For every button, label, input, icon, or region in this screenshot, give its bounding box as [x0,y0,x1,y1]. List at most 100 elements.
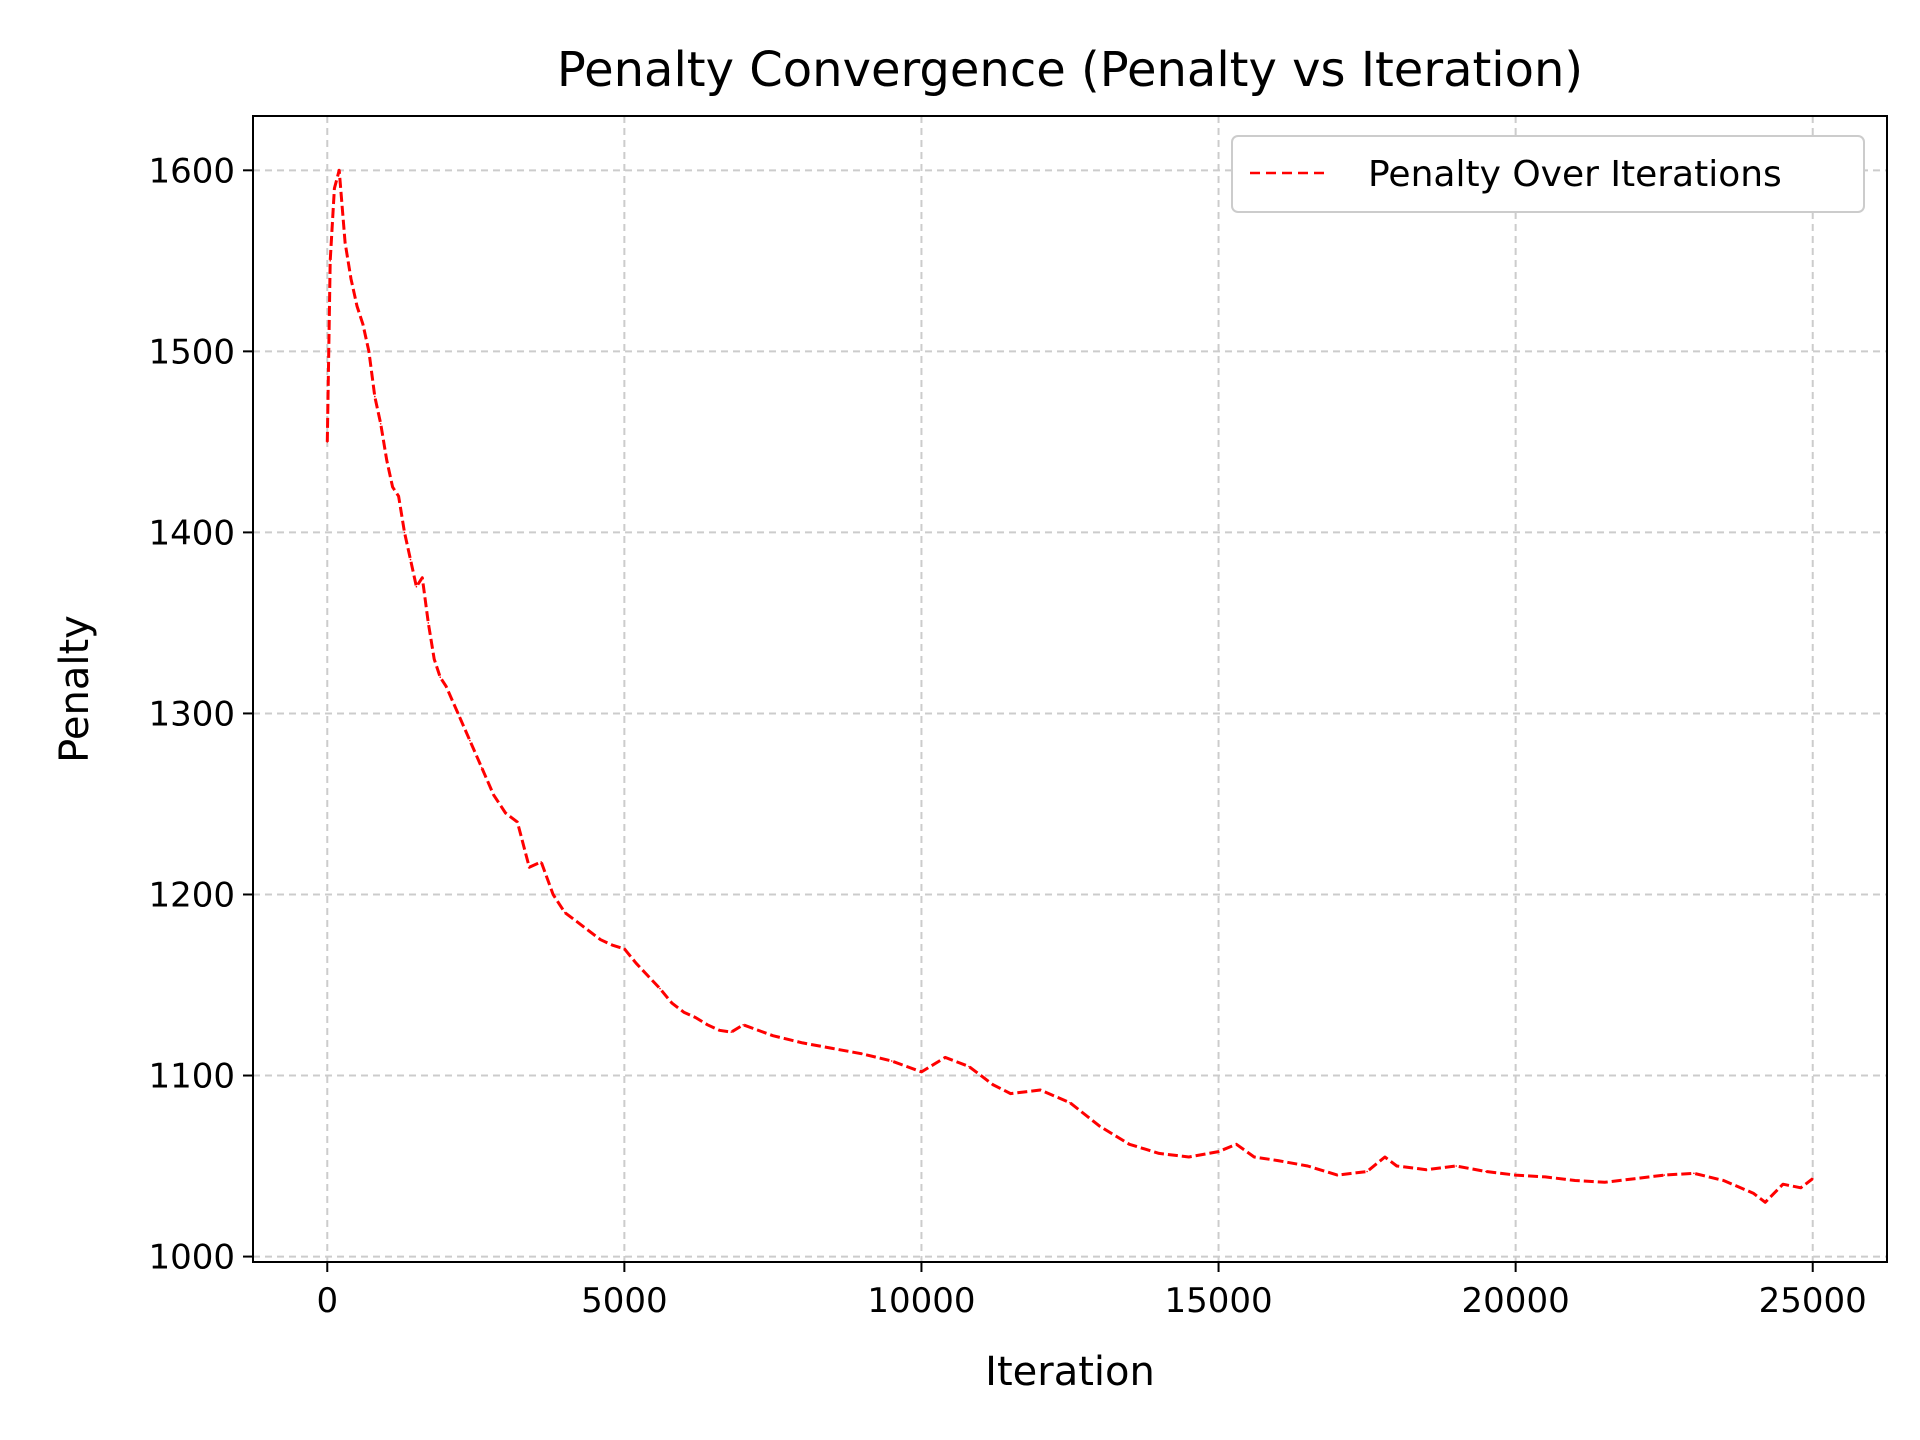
data-point [1800,1187,1802,1189]
data-point [1128,1143,1131,1146]
y-tick-label: 1300 [148,694,235,734]
data-point [1574,1179,1576,1182]
data-point [481,767,483,769]
data-point [920,1071,923,1073]
data-point [362,323,364,326]
data-point [1253,1156,1255,1158]
data-point [683,1011,685,1013]
data-point [1217,1150,1220,1153]
data-point [587,929,590,932]
plot-background [253,116,1887,1262]
data-point [552,893,554,896]
y-tick-label: 1600 [148,151,235,191]
data-point [421,576,424,579]
data-point [528,866,531,869]
chart-title: Penalty Convergence (Penalty vs Iteratio… [557,42,1583,98]
data-point [379,423,382,425]
data-point [368,350,370,353]
series-layer [325,168,1814,1204]
data-point [890,1060,893,1062]
data-point [730,1031,733,1033]
data-point [374,395,376,398]
data-point [706,1024,709,1026]
data-point [1366,1170,1368,1173]
data-point [1764,1201,1766,1204]
data-point [1277,1159,1279,1162]
legend-label: Penalty Over Iterations [1368,154,1782,195]
data-point [385,459,388,461]
data-point [1485,1170,1487,1173]
data-point [647,975,649,977]
data-point [445,685,447,688]
data-point [540,861,542,863]
data-point [718,1029,721,1032]
data-point [427,622,430,624]
data-point [1188,1156,1190,1158]
x-tick-label: 25000 [1759,1281,1867,1321]
data-point [338,169,341,172]
data-point [694,1016,697,1019]
data-point [801,1042,804,1044]
x-axis-label: Iteration [985,1349,1155,1395]
data-point [516,821,519,823]
data-point [1098,1125,1101,1127]
x-tick-label: 0 [316,1281,338,1321]
data-point [1069,1101,1071,1104]
data-point [350,278,352,280]
data-point [504,812,507,814]
data-point [439,676,442,678]
data-point [333,187,336,190]
plot-frame [252,115,1888,1263]
data-point [344,241,346,244]
data-point [1663,1174,1665,1176]
data-point [1633,1177,1636,1180]
data-point [1514,1174,1517,1176]
data-point [433,658,436,660]
data-point [944,1056,946,1059]
data-point [611,944,614,946]
data-point [576,920,578,923]
data-point [356,305,358,307]
data-point [492,794,495,796]
data-point [1455,1165,1457,1167]
data-point [1009,1092,1012,1095]
y-tick-label: 1500 [148,332,235,372]
data-point [671,1002,673,1004]
data-point [1722,1179,1725,1182]
legend-box [1231,135,1865,213]
data-point [1336,1174,1339,1176]
data-point [831,1047,834,1050]
x-tick-label: 20000 [1462,1281,1570,1321]
x-tick-label: 5000 [581,1281,668,1321]
data-point [329,260,332,262]
data-point [469,739,471,742]
data-point [1782,1183,1784,1185]
data-point [861,1053,863,1055]
series-line [325,168,1814,1204]
data-point [457,712,459,715]
data-point [1306,1165,1309,1167]
x-tick-label: 15000 [1164,1281,1272,1321]
data-point [415,585,418,588]
data-point [409,558,412,561]
data-point [968,1065,970,1068]
data-point [1544,1176,1547,1178]
data-point [397,495,400,498]
data-point [1425,1168,1428,1171]
data-point [992,1083,994,1086]
data-point [403,531,406,534]
plot-area [252,115,1888,1263]
data-point [391,486,394,488]
data-point [635,962,637,965]
data-point [742,1024,744,1026]
y-tick-label: 1400 [148,513,235,553]
y-tick-label: 1200 [148,875,235,915]
data-point [623,948,626,950]
x-tick-label: 10000 [867,1281,975,1321]
data-point [1396,1165,1398,1167]
data-point [659,987,661,990]
y-tick-label: 1100 [148,1057,235,1097]
data-point [1039,1089,1042,1091]
data-point [1811,1177,1814,1180]
